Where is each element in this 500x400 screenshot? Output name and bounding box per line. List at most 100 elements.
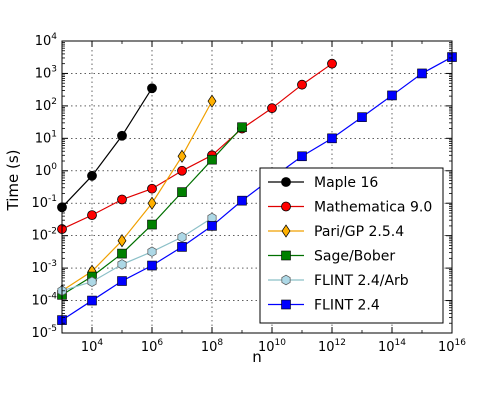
x-tick-base: 10 [258,340,275,355]
series-lines [57,52,457,325]
y-tick-base: 10 [35,66,52,81]
y-tick-exponent: -2 [48,227,57,237]
data-point-maple-16 [117,130,127,141]
x-tick-base: 10 [141,340,158,355]
x-tick-label: 1012 [318,338,346,355]
legend-box [259,167,444,324]
y-tick-base: 10 [31,326,48,341]
x-tick-base: 10 [378,340,395,355]
legend-label: Mathematica 9.0 [314,200,432,216]
x-tick-exponent: 12 [335,338,346,348]
legend-entry-mathematica-9-0: Mathematica 9.0 [268,200,432,216]
legend-entry-maple-16: Maple 16 [268,175,378,191]
data-point-mathematica-9-0 [117,194,127,205]
legend-label: Maple 16 [314,175,378,191]
x-tick-label: 1010 [258,338,286,355]
data-point-pari-gp-2-5-4 [207,94,217,108]
data-point-flint-2-4 [387,90,397,101]
data-point-flint-2-4 [327,133,337,144]
data-point-mathematica-9-0 [87,210,97,221]
data-point-mathematica-9-0 [177,165,187,176]
series-flint-2-4-arb [57,212,217,296]
y-tick-exponent: -1 [48,194,57,204]
legend-marker [281,177,291,187]
data-point-flint-2-4-arb [147,246,157,257]
y-axis-label: Time (s) [4,150,22,212]
data-point-mathematica-9-0 [297,79,307,90]
data-point-sage-bober [177,187,187,197]
y-tick-label: 10-2 [31,227,57,244]
legend-marker [281,224,291,238]
x-tick-exponent: 8 [217,338,223,348]
data-point-pari-gp-2-5-4 [117,234,127,248]
y-tick-label: 10-1 [31,194,57,211]
y-tick-label: 101 [35,129,57,146]
legend: Maple 16 Mathematica 9.0 Pari/GP 2.5.4 Sage… [259,167,444,324]
x-tick-label: 1014 [378,338,406,355]
legend-label: Sage/Bober [314,249,395,265]
y-tick-exponent: 3 [51,64,57,74]
y-tick-label: 102 [35,97,57,114]
data-point-flint-2-4 [147,260,157,271]
legend-entry-pari-gp-2-5-4: Pari/GP 2.5.4 [268,224,404,240]
series-line-pari-gp-2-5-4 [61,100,213,292]
data-point-sage-bober [237,122,247,133]
y-tick-base: 10 [31,294,48,309]
legend-marker [281,299,291,310]
data-point-pari-gp-2-5-4 [147,196,157,210]
y-tick-base: 10 [31,196,48,211]
series-mathematica-9-0 [57,58,337,234]
data-point-flint-2-4 [117,276,127,286]
y-tick-base: 10 [35,131,52,146]
y-tick-base: 10 [35,34,52,49]
y-tick-label: 103 [35,64,57,81]
data-point-sage-bober [117,248,127,259]
series-line-mathematica-9-0 [61,63,333,230]
y-tick-label: 10-5 [31,324,57,341]
data-point-flint-2-4 [237,195,247,206]
y-tick-base: 10 [35,99,52,114]
y-tick-label: 10-3 [31,259,57,276]
series-pari-gp-2-5-4 [57,94,217,298]
y-tick-base: 10 [31,261,48,276]
y-tick-exponent: -5 [48,324,57,334]
data-point-maple-16 [87,170,97,181]
x-axis-label: n [252,348,262,366]
y-tick-exponent: 4 [51,32,57,42]
series-line-flint-2-4-arb [61,217,213,292]
x-tick-label: 104 [81,338,104,355]
legend-marker [281,250,291,261]
x-tick-label: 1016 [438,338,466,355]
y-tick-label: 10-4 [31,292,57,309]
data-point-flint-2-4 [177,242,187,252]
x-tick-label: 106 [141,338,164,355]
data-point-flint-2-4 [207,221,217,231]
data-point-flint-2-4 [87,295,97,306]
y-tick-exponent: -4 [48,292,57,302]
x-tick-exponent: 4 [97,338,103,348]
x-tick-base: 10 [318,340,335,355]
data-point-flint-2-4-arb [177,231,187,243]
data-point-flint-2-4-arb [87,276,97,287]
x-tick-base: 10 [438,340,455,355]
y-tick-exponent: 0 [51,162,57,172]
data-point-flint-2-4 [357,112,367,122]
legend-label: FLINT 2.4 [314,298,380,314]
legend-marker [281,274,291,286]
data-point-mathematica-9-0 [147,183,157,194]
legend-entry-sage-bober: Sage/Bober [268,249,395,265]
y-tick-label: 100 [35,162,58,179]
legend-label: Pari/GP 2.5.4 [314,224,404,240]
x-tick-exponent: 16 [455,338,467,348]
x-tick-exponent: 10 [275,338,287,348]
data-point-mathematica-9-0 [267,103,277,114]
data-point-mathematica-9-0 [327,58,337,69]
data-point-flint-2-4-arb [117,259,127,270]
y-tick-base: 10 [35,164,52,179]
y-tick-exponent: -3 [48,259,57,269]
y-tick-exponent: 2 [51,97,57,107]
data-point-sage-bober [207,154,217,165]
data-point-flint-2-4 [417,68,427,79]
x-tick-base: 10 [81,340,98,355]
